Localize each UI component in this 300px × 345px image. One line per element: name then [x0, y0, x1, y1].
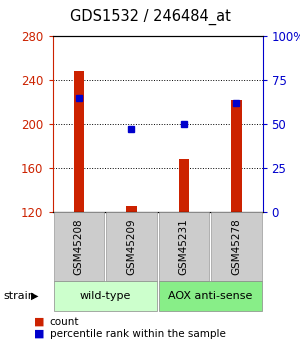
- Text: ■: ■: [34, 329, 44, 339]
- Bar: [74, 71, 84, 212]
- Text: GSM45231: GSM45231: [179, 218, 189, 275]
- Text: ▶: ▶: [31, 291, 38, 301]
- Text: GSM45209: GSM45209: [126, 218, 136, 275]
- Text: count: count: [50, 317, 79, 326]
- Text: wild-type: wild-type: [80, 291, 131, 301]
- Text: strain: strain: [3, 291, 35, 301]
- Text: AOX anti-sense: AOX anti-sense: [168, 291, 252, 301]
- Text: GSM45278: GSM45278: [231, 218, 241, 275]
- Bar: [126, 206, 136, 212]
- Bar: [231, 100, 242, 212]
- Text: ■: ■: [34, 317, 44, 326]
- Text: GSM45208: GSM45208: [74, 218, 84, 275]
- Bar: [178, 159, 189, 212]
- Text: percentile rank within the sample: percentile rank within the sample: [50, 329, 225, 339]
- Text: GDS1532 / 246484_at: GDS1532 / 246484_at: [70, 9, 230, 24]
